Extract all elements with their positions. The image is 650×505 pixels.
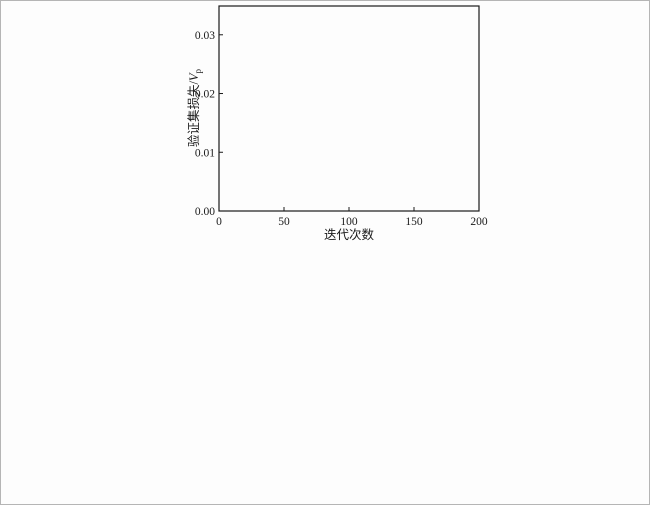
chart-panel-c <box>331 246 650 505</box>
x-tick-label: 0 <box>216 216 222 228</box>
x-tick-label: 100 <box>340 216 358 228</box>
chart-c-svg <box>331 246 650 505</box>
x-tick-label: 150 <box>405 216 423 228</box>
chart-panel-a: 0 50 100 150 200 0.00 0.01 0.02 0.03 迭代次数 验证集损失/Vp <box>1 1 501 246</box>
plot-border <box>218 5 480 212</box>
x-tick-label: 200 <box>470 216 488 228</box>
y-axis-label: 验证集损失/Vp <box>186 68 203 147</box>
y-tick-label: 0.00 <box>195 206 215 218</box>
y-tick-label: 0.01 <box>195 147 215 159</box>
y-tick-label: 0.02 <box>195 89 215 101</box>
x-axis-label: 迭代次数 <box>324 227 375 242</box>
x-tick-label: 50 <box>278 216 290 228</box>
y-tick-label: 0.03 <box>195 30 215 42</box>
chart-b-svg <box>1 246 331 505</box>
chart-panel-b <box>1 246 331 505</box>
chart-a-svg: 0 50 100 150 200 0.00 0.01 0.02 0.03 迭代次数 验证集损失/Vp <box>186 5 488 242</box>
